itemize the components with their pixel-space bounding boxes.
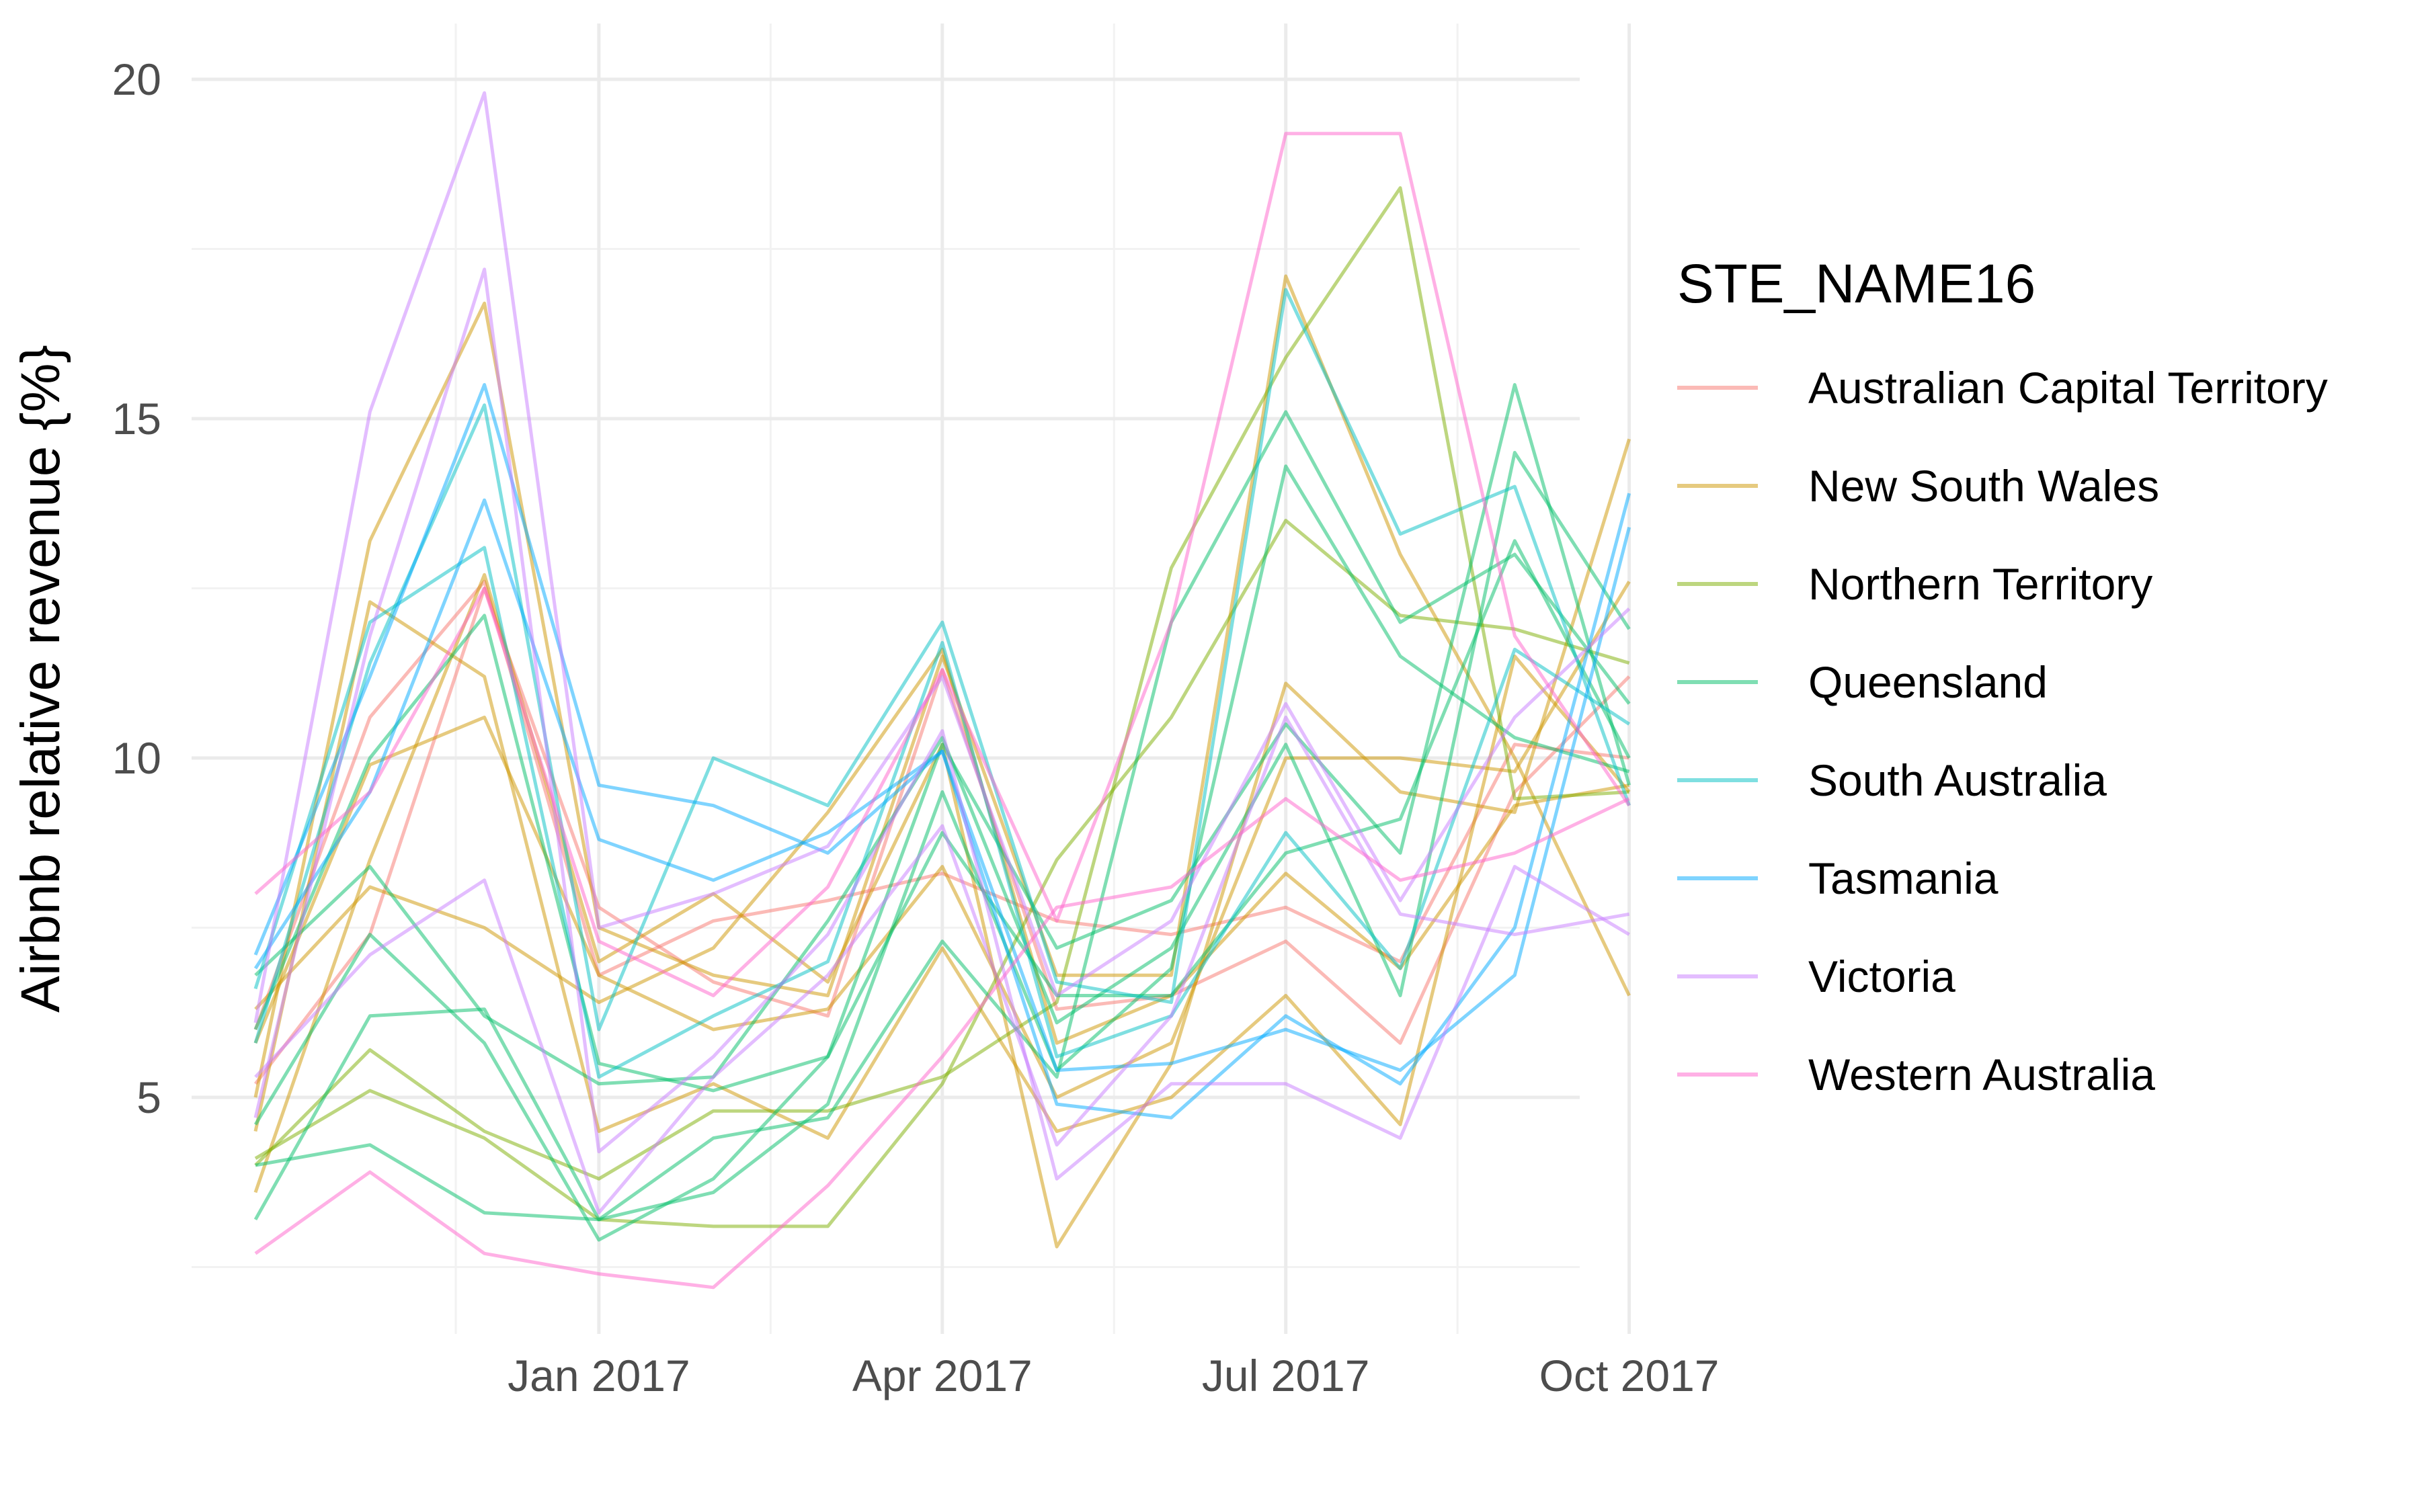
x-tick-label: Oct 2017 [1539, 1351, 1720, 1400]
series-line [254, 797, 1630, 1290]
legend-label: Queensland [1808, 657, 2048, 707]
legend-label: Northern Territory [1808, 559, 2152, 609]
series-line [254, 186, 1629, 1181]
series-line [253, 383, 1631, 1093]
x-tick-label: Jul 2017 [1202, 1351, 1370, 1400]
series-line [253, 539, 1631, 1242]
legend-item: Northern Territory [1677, 559, 2152, 609]
legend-item: Victoria [1677, 952, 1955, 1001]
legend-item: Queensland [1677, 657, 2048, 707]
series-line [253, 91, 1631, 1023]
y-axis-title: Airbnb relative revenue {%} [10, 345, 71, 1013]
legend-label: South Australia [1808, 755, 2107, 805]
y-tick-label: 20 [112, 54, 161, 104]
series-line [253, 498, 1631, 1073]
series-line [253, 410, 1631, 1222]
legend-label: Victoria [1808, 952, 1955, 1001]
x-axis-tick-labels: Jan 2017 Apr 2017 Jul 2017 Oct 2017 [508, 1351, 1719, 1400]
legend-label: Tasmania [1808, 853, 1999, 903]
y-axis-tick-labels: 5 10 15 20 [112, 54, 161, 1122]
series-line [253, 579, 1629, 1030]
series-line [255, 464, 1630, 1222]
legend-label: New South Wales [1808, 461, 2159, 511]
series-line [253, 600, 1631, 1140]
legend-item: Western Australia [1677, 1050, 2155, 1099]
legend-item: Tasmania [1677, 853, 1999, 903]
series-line [253, 288, 1631, 1044]
legend-item: South Australia [1677, 755, 2107, 805]
legend-item: Australian Capital Territory [1677, 363, 2328, 413]
y-tick-label: 5 [136, 1073, 161, 1122]
legend-items: Australian Capital Territory New South Wa… [1677, 363, 2328, 1099]
y-tick-label: 10 [112, 733, 161, 783]
y-tick-label: 15 [112, 394, 161, 444]
legend: STE_NAME16 Australian Capital Territory N… [1677, 253, 2328, 1099]
series-lines [253, 91, 1631, 1290]
series-line [254, 715, 1630, 1215]
legend-item: New South Wales [1677, 461, 2159, 511]
series-line [253, 581, 1631, 1099]
series-line [253, 274, 1631, 1098]
legend-label: Western Australia [1808, 1050, 2155, 1099]
series-line [254, 519, 1630, 1228]
legend-title: STE_NAME16 [1677, 253, 2035, 314]
x-tick-label: Jan 2017 [508, 1351, 690, 1400]
series-line [253, 267, 1630, 1181]
legend-label: Australian Capital Territory [1808, 363, 2328, 413]
series-line [254, 132, 1631, 997]
x-tick-label: Apr 2017 [852, 1351, 1033, 1400]
series-line [253, 546, 1630, 1079]
